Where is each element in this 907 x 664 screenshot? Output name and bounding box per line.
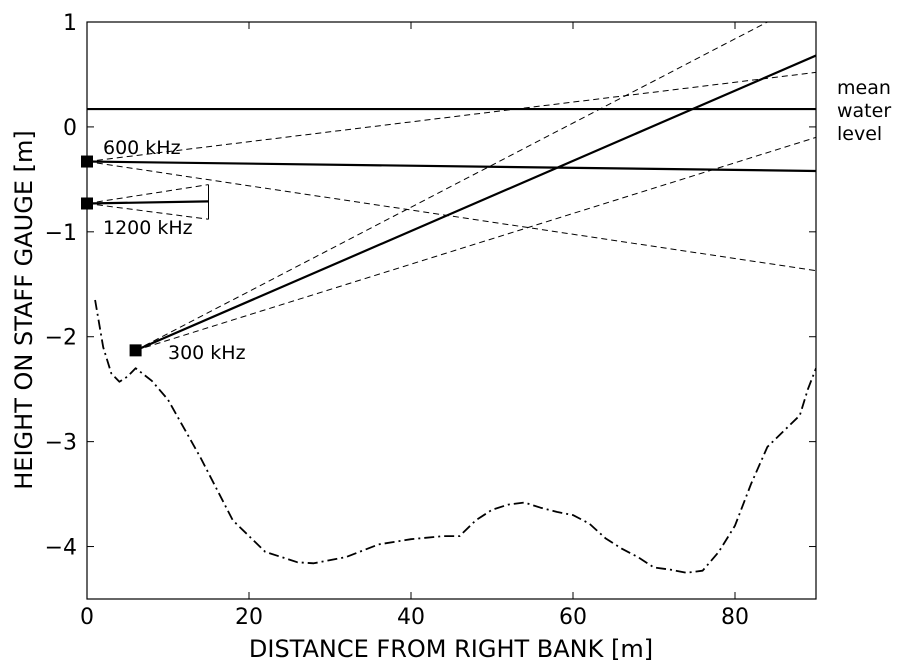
x-axis-label: DISTANCE FROM RIGHT BANK [m]: [249, 635, 653, 663]
water-level-label-line: mean: [837, 77, 891, 99]
beam-center-line: [87, 200, 209, 205]
y-tick-label: −1: [45, 221, 77, 246]
beam-edge-line: [87, 71, 816, 163]
beam-edge-line: [135, 136, 816, 351]
chart-labels: 0 20 40 60 80 1 0 −1 −2 −3 −4: [45, 11, 749, 630]
y-tick-label: 0: [63, 116, 77, 141]
beam-center-line: [135, 54, 816, 352]
instrument-label-300khz: 300 kHz: [168, 342, 246, 364]
instrument-marker: [81, 155, 93, 168]
axis-ticks: [86, 21, 816, 599]
chart-marks: [81, 22, 816, 574]
instrument-marker: [81, 197, 93, 210]
beam-edge-line: [87, 184, 209, 204]
plot-area: [87, 22, 816, 574]
y-tick-label: −4: [45, 536, 77, 561]
instrument-marker: [129, 344, 142, 357]
y-tick-label: 1: [63, 11, 77, 36]
x-tick-label: 80: [721, 605, 749, 630]
x-tick-label: 60: [559, 605, 587, 630]
x-tick-label: 20: [235, 605, 263, 630]
instrument-label-600khz: 600 kHz: [103, 137, 181, 159]
y-tick-label: −3: [45, 431, 77, 456]
beam-edge-line: [87, 161, 816, 272]
instrument-label-1200khz: 1200 kHz: [103, 217, 193, 239]
y-axis-label: HEIGHT ON STAFF GAUGE [m]: [10, 130, 38, 489]
water-level-label-line: level: [837, 123, 882, 145]
plot-frame: [86, 21, 817, 600]
y-tick-label: −2: [45, 326, 77, 351]
beam-edge-line: [87, 202, 209, 220]
beam-center-line: [87, 160, 816, 173]
x-tick-label: 40: [397, 605, 425, 630]
water-level-label-line: water: [837, 100, 891, 122]
beam-edge-line: [135, 22, 768, 351]
x-tick-label: 0: [80, 605, 94, 630]
riverbed-profile: [94, 299, 816, 574]
water-level-label: mean water level: [837, 77, 891, 145]
